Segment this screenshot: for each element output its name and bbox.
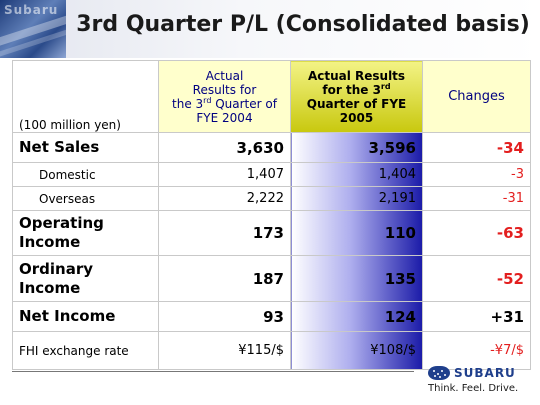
change-value: -¥7/$ [422, 331, 531, 370]
change-value: -63 [422, 210, 531, 256]
slide-header: Subaru 3rd Quarter P/L (Consolidated bas… [0, 0, 540, 58]
row-label: Net Income [12, 301, 159, 332]
row-label-line: Ordinary [19, 259, 94, 278]
row-label: Net Sales [12, 132, 159, 163]
change-value: -52 [422, 255, 531, 302]
prev-value: 173 [158, 210, 291, 256]
current-value: 3,596 [290, 132, 423, 163]
current-value: 135 [290, 255, 423, 302]
current-value: 124 [290, 301, 423, 332]
header-current-year: Actual Results for the 3rd Quarter of FY… [290, 60, 423, 133]
logo-wordmark: SUBARU [454, 366, 516, 380]
pleiades-star-icon [428, 366, 450, 380]
row-label: FHI exchange rate [12, 331, 159, 370]
table-row-net-sales: Net Sales 3,630 3,596 -34 [12, 132, 531, 163]
header-prev-year: Actual Results for the 3rd Quarter of FY… [158, 60, 291, 133]
prev-value: 3,630 [158, 132, 291, 163]
table-row-ordinary-income: Ordinary Income 187 135 -52 [12, 255, 531, 302]
subaru-logo: SUBARU Think. Feel. Drive. [428, 366, 532, 400]
row-label-line: Income [19, 233, 81, 251]
change-value: +31 [422, 301, 531, 332]
header-photo: Subaru [0, 0, 66, 58]
row-label: Domestic [12, 162, 159, 187]
header-changes: Changes [422, 60, 531, 133]
change-value: -3 [422, 162, 531, 187]
change-value: -31 [422, 186, 531, 211]
table-row-net-income: Net Income 93 124 +31 [12, 301, 531, 332]
footer-divider [12, 371, 414, 372]
current-value: 2,191 [290, 186, 423, 211]
row-label-line: Operating [19, 214, 104, 232]
current-value: ¥108/$ [290, 331, 423, 370]
prev-value: ¥115/$ [158, 331, 291, 370]
prev-value: 187 [158, 255, 291, 302]
row-label: Ordinary Income [12, 255, 159, 302]
header-brand-word: Subaru [4, 3, 59, 17]
header-cur-sup: rd [380, 81, 391, 91]
table-header-row: (100 million yen) Actual Results for the… [12, 60, 531, 133]
slide-title: 3rd Quarter P/L (Consolidated basis) [76, 12, 530, 37]
prev-value: 1,407 [158, 162, 291, 187]
current-value: 110 [290, 210, 423, 256]
row-label: Operating Income [12, 210, 159, 256]
header-cur-line: 2005 [339, 110, 374, 125]
header-cur-line: Actual Results [307, 68, 406, 83]
row-label-line: Income [19, 278, 81, 297]
logo-top: SUBARU [428, 366, 532, 380]
table-row-overseas: Overseas 2,222 2,191 -31 [12, 186, 531, 211]
header-prev-sup: rd [203, 95, 212, 105]
table-row-domestic: Domestic 1,407 1,404 -3 [12, 162, 531, 187]
current-value: 1,404 [290, 162, 423, 187]
header-prev-line: the 3 [172, 96, 204, 111]
table-row-exchange-rate: FHI exchange rate ¥115/$ ¥108/$ -¥7/$ [12, 331, 531, 370]
prev-value: 93 [158, 301, 291, 332]
table-row-operating-income: Operating Income 173 110 -63 [12, 210, 531, 256]
pl-table: (100 million yen) Actual Results for the… [12, 60, 531, 370]
prev-value: 2,222 [158, 186, 291, 211]
row-label: Overseas [12, 186, 159, 211]
change-value: -34 [422, 132, 531, 163]
header-prev-line: Quarter of [211, 96, 277, 111]
header-cur-line: for the 3 [322, 82, 381, 97]
logo-tagline: Think. Feel. Drive. [428, 383, 519, 394]
header-prev-line: FYE 2004 [196, 110, 253, 125]
header-prev-line: Results for [192, 82, 257, 97]
header-prev-line: Actual [205, 68, 244, 83]
unit-label: (100 million yen) [12, 60, 159, 133]
header-cur-line: Quarter of FYE [306, 96, 407, 111]
